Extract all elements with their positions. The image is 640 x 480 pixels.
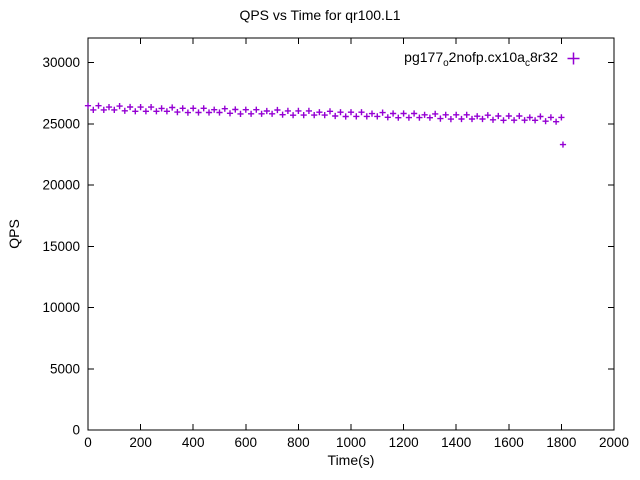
x-tick-label: 1000: [336, 435, 366, 450]
y-tick-label: 5000: [50, 361, 80, 376]
x-axis-label: Time(s): [327, 452, 375, 468]
legend-label-subscript: c: [524, 57, 530, 69]
x-tick-label: 1800: [546, 435, 576, 450]
legend: pg177o2nofp.cx10ac8r32: [404, 49, 580, 69]
y-tick-label: 15000: [42, 239, 80, 254]
y-tick-label: 0: [72, 423, 80, 438]
legend-label-subscript: o: [443, 57, 449, 69]
x-tick-label: 800: [287, 435, 310, 450]
plot-border: [87, 37, 615, 431]
x-tick-label: 1400: [441, 435, 471, 450]
legend-series-label: pg177o2nofp.cx10ac8r32: [404, 49, 558, 69]
legend-label-part: 8r32: [529, 49, 558, 65]
legend-point-marker-icon: [567, 52, 580, 65]
x-tick-label: 2000: [599, 435, 629, 450]
x-tick-label: 200: [129, 435, 152, 450]
x-tick-label: 1200: [389, 435, 419, 450]
x-tick-label: 1600: [494, 435, 524, 450]
x-tick-label: 400: [182, 435, 205, 450]
chart-title: QPS vs Time for qr100.L1: [239, 7, 401, 23]
legend-label-part: pg177: [404, 49, 444, 65]
y-tick-label: 25000: [42, 116, 80, 131]
x-tick-label: 0: [84, 435, 92, 450]
outlier-point: [559, 141, 567, 148]
y-tick-label: 30000: [42, 55, 80, 70]
y-tick-label: 10000: [42, 300, 80, 315]
series-points: [84, 102, 565, 125]
legend-label-part: 2nofp.cx10a: [448, 49, 525, 65]
y-tick-label: 20000: [42, 178, 80, 193]
x-tick-label: 600: [235, 435, 258, 450]
